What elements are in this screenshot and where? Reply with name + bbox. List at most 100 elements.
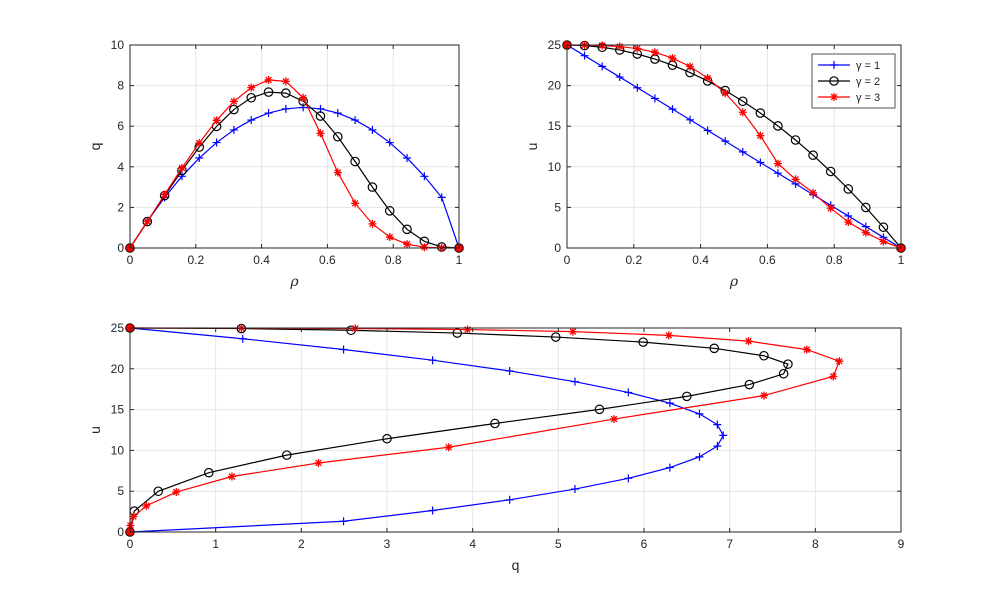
data-point — [633, 44, 642, 53]
data-point — [444, 443, 453, 452]
x-tick-label: 4 — [469, 537, 476, 551]
data-point — [315, 111, 326, 121]
data-point — [703, 126, 712, 135]
series-line — [129, 327, 724, 533]
legend: γ = 1 γ = 2 γ = 3 — [811, 53, 896, 109]
data-point — [428, 356, 437, 365]
data-point — [610, 415, 619, 424]
data-point — [339, 345, 348, 354]
legend-label: γ = 2 — [856, 76, 880, 88]
data-point — [778, 368, 789, 379]
x-tick-label: 6 — [641, 537, 648, 551]
data-point — [314, 458, 323, 467]
data-point — [861, 202, 871, 213]
data-point — [505, 495, 514, 504]
x-tick-label: 5 — [555, 537, 562, 551]
data-point — [809, 188, 818, 197]
data-point — [490, 418, 500, 429]
data-point — [368, 125, 377, 134]
legend-entry-gamma-3: γ = 3 — [818, 92, 880, 104]
data-point — [709, 343, 720, 354]
data-point — [638, 337, 648, 347]
data-point — [808, 150, 818, 160]
y-tick-label: 8 — [117, 79, 124, 93]
data-point — [759, 391, 768, 400]
data-point — [802, 345, 811, 354]
plot-area — [130, 45, 459, 248]
x-tick-label: 1 — [898, 253, 905, 267]
series-line — [129, 327, 789, 533]
data-point — [264, 109, 273, 118]
data-point — [756, 131, 765, 140]
x-tick-label: 0.2 — [625, 253, 642, 267]
data-point — [333, 109, 342, 118]
x-axis-label: ρ — [289, 274, 299, 290]
x-tick-label: 8 — [812, 537, 819, 551]
x-tick-label: 0.6 — [319, 253, 336, 267]
y-tick-label: 20 — [111, 362, 125, 376]
series-gamma-1 — [126, 324, 728, 536]
x-axis-label: ρ — [729, 274, 739, 290]
data-point — [615, 73, 624, 82]
y-tick-label: 10 — [548, 160, 562, 174]
legend-entry-gamma-1: γ = 1 — [818, 60, 880, 72]
data-point — [428, 506, 437, 515]
data-point — [721, 137, 730, 146]
data-point — [825, 166, 836, 177]
x-tick-label: 0.2 — [187, 253, 204, 267]
y-tick-label: 10 — [111, 38, 125, 52]
data-point — [403, 154, 412, 163]
y-tick-label: 0 — [117, 241, 124, 255]
x-tick-label: 0 — [127, 253, 134, 267]
data-point — [143, 217, 152, 226]
data-point — [773, 169, 782, 178]
chart-bottom: 0 1 2 3 4 5 6 7 8 9 0 5 10 15 20 25 q u — [87, 321, 905, 573]
x-tick-label: 0.8 — [826, 253, 843, 267]
data-point — [264, 75, 273, 84]
data-point — [568, 327, 577, 336]
data-point — [686, 62, 695, 71]
data-point — [382, 433, 392, 444]
legend-marker — [830, 93, 838, 101]
data-point — [142, 501, 151, 510]
data-point — [204, 467, 214, 478]
data-point — [384, 206, 395, 216]
data-point — [299, 103, 308, 112]
x-tick-label: 0.4 — [253, 253, 270, 267]
axes-box — [129, 327, 902, 533]
data-point — [351, 199, 360, 208]
legend-marker — [830, 61, 838, 69]
y-tick-label: 10 — [111, 443, 125, 457]
x-tick-label: 0 — [127, 537, 134, 551]
series-gamma-3 — [126, 75, 463, 252]
data-point — [351, 116, 360, 125]
data-point — [682, 391, 692, 402]
data-point — [843, 184, 854, 194]
data-point — [695, 452, 704, 461]
data-point — [227, 472, 236, 481]
data-point — [624, 474, 633, 483]
data-point — [633, 83, 642, 92]
data-point — [844, 218, 853, 227]
legend-label: γ = 1 — [856, 60, 880, 72]
data-point — [835, 357, 844, 366]
data-point — [160, 190, 169, 199]
data-point — [598, 62, 607, 71]
x-axis-label: q — [512, 557, 520, 573]
y-tick-label: 5 — [554, 200, 561, 214]
data-point — [668, 54, 677, 63]
data-point — [756, 158, 765, 167]
data-point — [773, 121, 783, 131]
data-point — [281, 104, 290, 113]
data-point — [703, 74, 712, 83]
data-point — [212, 138, 221, 147]
data-point — [713, 442, 722, 451]
data-point — [368, 219, 377, 228]
axes-box — [129, 44, 460, 249]
x-tick-label: 9 — [898, 537, 905, 551]
legend-label: γ = 3 — [856, 92, 880, 104]
data-point — [668, 105, 677, 114]
